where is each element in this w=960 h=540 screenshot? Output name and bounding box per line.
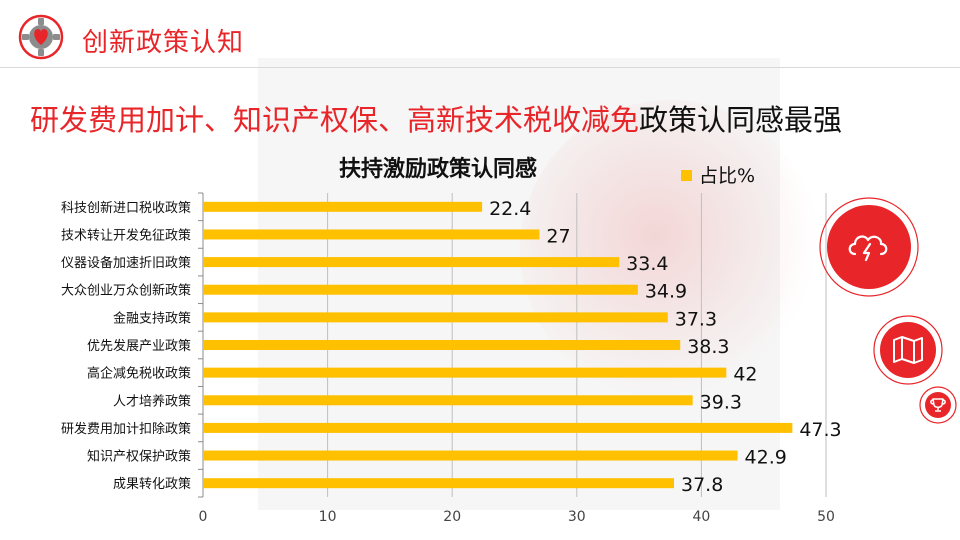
data-label: 34.9 [645,281,687,303]
map-badge [873,315,943,385]
x-tick-label: 40 [692,509,710,525]
bar [203,478,674,489]
category-label: 研发费用加计扣除政策 [61,421,191,437]
x-tick-label: 50 [817,509,835,525]
data-label: 33.4 [626,253,668,275]
cloud-lightning-icon [848,235,888,262]
data-label: 42.9 [745,447,787,469]
category-label: 金融支持政策 [113,310,191,326]
logo-icon [18,14,64,60]
x-tick-label: 30 [568,509,586,525]
category-label: 大众创业万众创新政策 [61,283,191,299]
headline-rest: 政策认同感最强 [639,103,843,137]
category-label: 成果转化政策 [113,476,191,492]
cloud-lightning-badge [819,197,919,297]
headline: 研发费用加计、知识产权保、高新技术税收减免政策认同感最强 [30,97,842,139]
category-label: 科技创新进口税收政策 [61,200,191,216]
trophy-icon [930,398,946,412]
x-tick-label: 10 [319,509,337,525]
trophy-badge [919,386,957,424]
data-label: 22.4 [489,198,531,220]
bar [203,367,727,378]
category-label: 知识产权保护政策 [87,449,191,465]
bar [203,395,693,406]
bar [203,284,638,295]
legend-label: 占比% [699,165,755,187]
background-panel [258,58,780,510]
legend-swatch [681,170,692,181]
data-label: 39.3 [700,391,742,413]
chart-title: 扶持激励政策认同感 [339,156,537,182]
category-label: 技术转让开发免征政策 [61,227,191,243]
bar [203,422,793,433]
x-tick-label: 20 [443,509,461,525]
x-tick-label: 0 [199,509,208,525]
bar [203,450,738,461]
headline-highlight: 研发费用加计、知识产权保、高新技术税收减免 [30,103,640,137]
data-label: 42 [733,364,757,386]
category-label: 仪器设备加速折旧政策 [61,255,191,271]
data-label: 47.3 [799,419,841,441]
bar [203,312,668,323]
header-divider [0,67,960,68]
data-label: 37.3 [675,308,717,330]
bar [203,340,681,350]
data-label: 38.3 [687,336,729,358]
section-title: 创新政策认知 [82,28,245,58]
data-label: 27 [546,225,570,247]
category-label: 人才培养政策 [113,393,191,409]
bar [203,201,483,212]
category-label: 优先发展产业政策 [87,338,191,354]
data-label: 37.8 [681,474,723,496]
bar [203,257,620,268]
category-label: 高企减免税收政策 [87,366,191,382]
bar [203,229,540,240]
map-icon [893,336,923,364]
